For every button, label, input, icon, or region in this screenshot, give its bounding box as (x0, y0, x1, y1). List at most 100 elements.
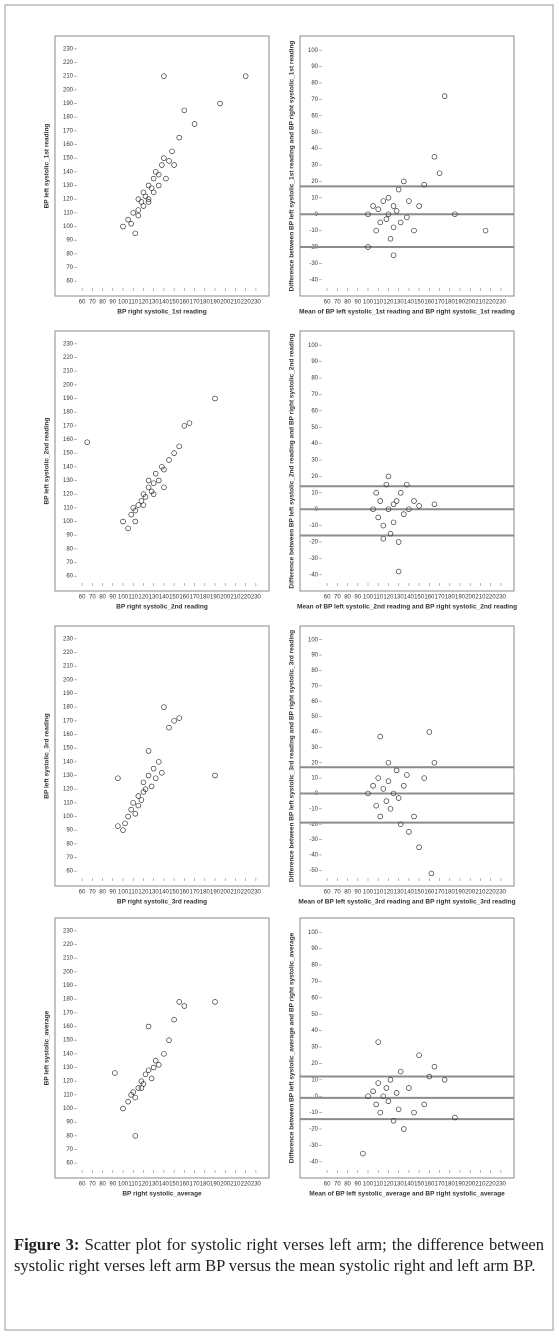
x-tick-label: 200 (220, 300, 231, 306)
x-tick-label: 100 (118, 300, 129, 306)
x-tick-label: 100 (363, 890, 374, 896)
y-tick-label: 100 (63, 814, 74, 820)
point (377, 219, 384, 226)
point (166, 1037, 172, 1043)
x-tick-label: 170 (190, 890, 201, 896)
y-tick-label: 50 (311, 1012, 318, 1018)
point (375, 514, 381, 521)
point (401, 511, 407, 517)
point (370, 203, 376, 209)
x-tick-label: 170 (435, 1182, 446, 1188)
y-tick-label: 100 (308, 637, 319, 643)
plot-frame (54, 625, 270, 887)
point (181, 1003, 188, 1009)
point (212, 395, 218, 402)
y-tick-label: 110 (63, 505, 73, 511)
x-tick-label: 190 (455, 1182, 466, 1188)
y-tick-label: 80 (311, 376, 318, 382)
y-tick-label: -10 (309, 1110, 318, 1116)
point (145, 748, 152, 754)
point (393, 1090, 400, 1096)
y-tick-label: 220 (63, 60, 74, 66)
y-tick-label: 20 (311, 474, 318, 480)
point (130, 1089, 136, 1095)
x-tick-label: 230 (496, 1182, 507, 1188)
x-tick-label: 60 (79, 300, 86, 306)
point (161, 73, 167, 79)
point (401, 782, 407, 789)
point (171, 1016, 177, 1023)
point (159, 770, 165, 776)
point (145, 484, 152, 491)
y-tick-label: 60 (66, 279, 73, 285)
y-axis-label: BP left systolic_2nd reading (44, 418, 51, 505)
x-tick-label: 220 (486, 890, 497, 896)
x-tick-label: 110 (128, 1182, 138, 1188)
y-tick-label: 160 (63, 142, 74, 148)
point (163, 175, 169, 182)
x-tick-label: 140 (159, 1182, 170, 1188)
y-tick-label: 70 (311, 392, 318, 398)
y-tick-label: -30 (309, 1143, 318, 1149)
y-tick-label: 130 (63, 183, 74, 189)
x-tick-label: 220 (486, 300, 497, 306)
y-tick-label: 0 (315, 1094, 319, 1100)
point (383, 798, 390, 804)
x-axis-label: BP right systolic_3rd reading (117, 899, 207, 906)
plot-frame (299, 35, 515, 297)
y-tick-label: 190 (63, 396, 74, 402)
y-tick-label: -10 (309, 806, 318, 812)
point (383, 216, 390, 222)
x-tick-label: 110 (373, 890, 383, 896)
point (145, 199, 152, 205)
point (370, 506, 376, 512)
point (426, 729, 433, 735)
point (152, 775, 159, 781)
point (385, 778, 392, 784)
y-tick-label: 230 (63, 341, 74, 347)
point (166, 724, 172, 731)
x-tick-label: 200 (220, 890, 231, 896)
x-tick-label: 60 (79, 890, 86, 896)
point (161, 466, 167, 473)
x-tick-label: 180 (445, 595, 456, 601)
x-tick-label: 160 (424, 595, 435, 601)
y-tick-label: 170 (63, 128, 74, 134)
y-tick-label: 160 (63, 437, 74, 443)
point (135, 802, 142, 809)
y-tick-label: -30 (309, 261, 318, 267)
point (397, 1068, 404, 1075)
x-tick-label: 70 (334, 595, 341, 601)
x-tick-label: 220 (241, 890, 252, 896)
x-tick-label: 160 (424, 890, 435, 896)
point (145, 477, 152, 484)
point (431, 501, 438, 508)
y-tick-label: 100 (308, 930, 319, 936)
point (385, 506, 392, 512)
x-tick-label: 190 (455, 300, 466, 306)
point (395, 539, 402, 545)
point (130, 800, 136, 806)
point (390, 203, 397, 209)
point (150, 491, 157, 497)
point (120, 827, 126, 833)
x-tick-label: 60 (324, 300, 331, 306)
y-tick-label: 90 (66, 238, 73, 244)
point (150, 1064, 157, 1071)
x-tick-label: 210 (230, 595, 241, 601)
point (365, 211, 371, 217)
point (401, 178, 407, 185)
x-tick-label: 140 (159, 890, 170, 896)
x-tick-label: 100 (363, 300, 374, 306)
x-tick-label: 120 (383, 595, 394, 601)
x-tick-label: 60 (79, 1182, 86, 1188)
point (393, 208, 400, 214)
point (411, 813, 417, 820)
point (380, 1093, 387, 1099)
x-tick-label: 90 (109, 300, 116, 306)
x-tick-label: 140 (404, 1182, 415, 1188)
point (390, 224, 397, 231)
point (120, 1105, 126, 1112)
point (375, 775, 381, 781)
x-tick-label: 100 (118, 1182, 129, 1188)
